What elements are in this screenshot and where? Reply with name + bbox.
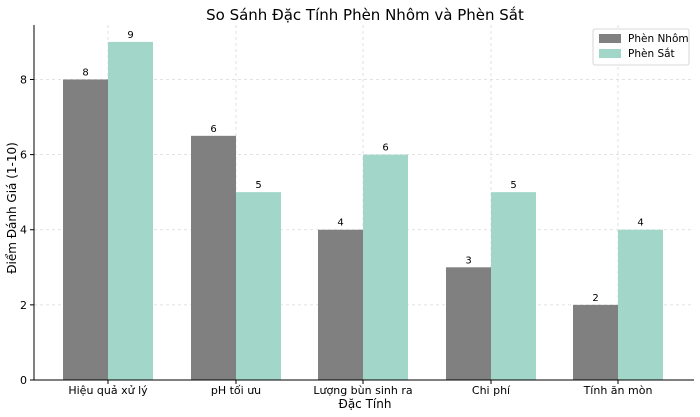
bar-phen-nhom-chi-phi xyxy=(446,267,491,380)
bar-phen-sat-hieu-qua-xu-ly xyxy=(108,41,153,381)
bars-layer: 8 6 4 3 2 9 5 6 5 4 xyxy=(63,30,663,381)
bar-phen-nhom-hieu-qua-xu-ly xyxy=(63,79,108,381)
y-axis-label: Điểm Đánh Giá (1-10) xyxy=(5,142,19,274)
legend: Phèn Nhôm Phèn Sắt xyxy=(592,28,690,66)
bar-value-label: 5 xyxy=(255,180,261,191)
legend-swatch-phen-nhom xyxy=(599,34,621,43)
x-tick-label-chi-phi: Chi phí xyxy=(472,384,511,397)
y-tick-label: 8 xyxy=(20,73,27,86)
bar-phen-sat-chi-phi xyxy=(491,192,536,380)
legend-label-phen-sat: Phèn Sắt xyxy=(628,47,675,60)
x-tick-label-tinh-an-mon: Tính ăn mòn xyxy=(583,384,653,397)
bar-phen-nhom-luong-bun-sinh-ra xyxy=(318,229,363,380)
bar-value-label: 4 xyxy=(637,218,643,229)
bar-phen-nhom-ph-toi-uu xyxy=(191,135,236,380)
bar-phen-nhom-tinh-an-mon xyxy=(573,304,618,380)
legend-label-phen-nhom: Phèn Nhôm xyxy=(628,33,689,45)
chart-title: So Sánh Đặc Tính Phèn Nhôm và Phèn Sắt xyxy=(206,6,524,24)
x-tick-label-ph-toi-uu: pH tối ưu xyxy=(211,384,261,397)
bar-phen-sat-tinh-an-mon xyxy=(618,229,663,380)
y-tick-label: 4 xyxy=(20,224,27,237)
bar-value-label: 8 xyxy=(82,67,88,78)
bar-value-label: 6 xyxy=(382,143,388,154)
bar-value-label: 9 xyxy=(127,30,133,41)
legend-swatch-phen-sat xyxy=(599,49,621,58)
x-tick-label-luong-bun-sinh-ra: Lượng bùn sinh ra xyxy=(313,384,412,397)
axes-layer: 0 2 4 6 8 Hiệu quả xử lý pH tối ưu Lượng bùn si… xyxy=(20,25,694,397)
bar-value-label: 3 xyxy=(465,255,471,266)
x-tick-label-hieu-qua-xu-ly: Hiệu quả xử lý xyxy=(68,384,148,397)
bar-value-label: 2 xyxy=(592,293,598,304)
bar-value-label: 6 xyxy=(210,124,216,135)
y-tick-label: 2 xyxy=(20,299,27,312)
y-tick-label: 6 xyxy=(20,149,27,162)
bar-value-label: 5 xyxy=(510,180,516,191)
y-tick-label: 0 xyxy=(20,374,27,387)
x-axis-label: Đặc Tính xyxy=(339,397,392,411)
bar-value-label: 4 xyxy=(337,218,343,229)
bar-phen-sat-ph-toi-uu xyxy=(236,192,281,380)
bar-phen-sat-luong-bun-sinh-ra xyxy=(363,154,408,380)
